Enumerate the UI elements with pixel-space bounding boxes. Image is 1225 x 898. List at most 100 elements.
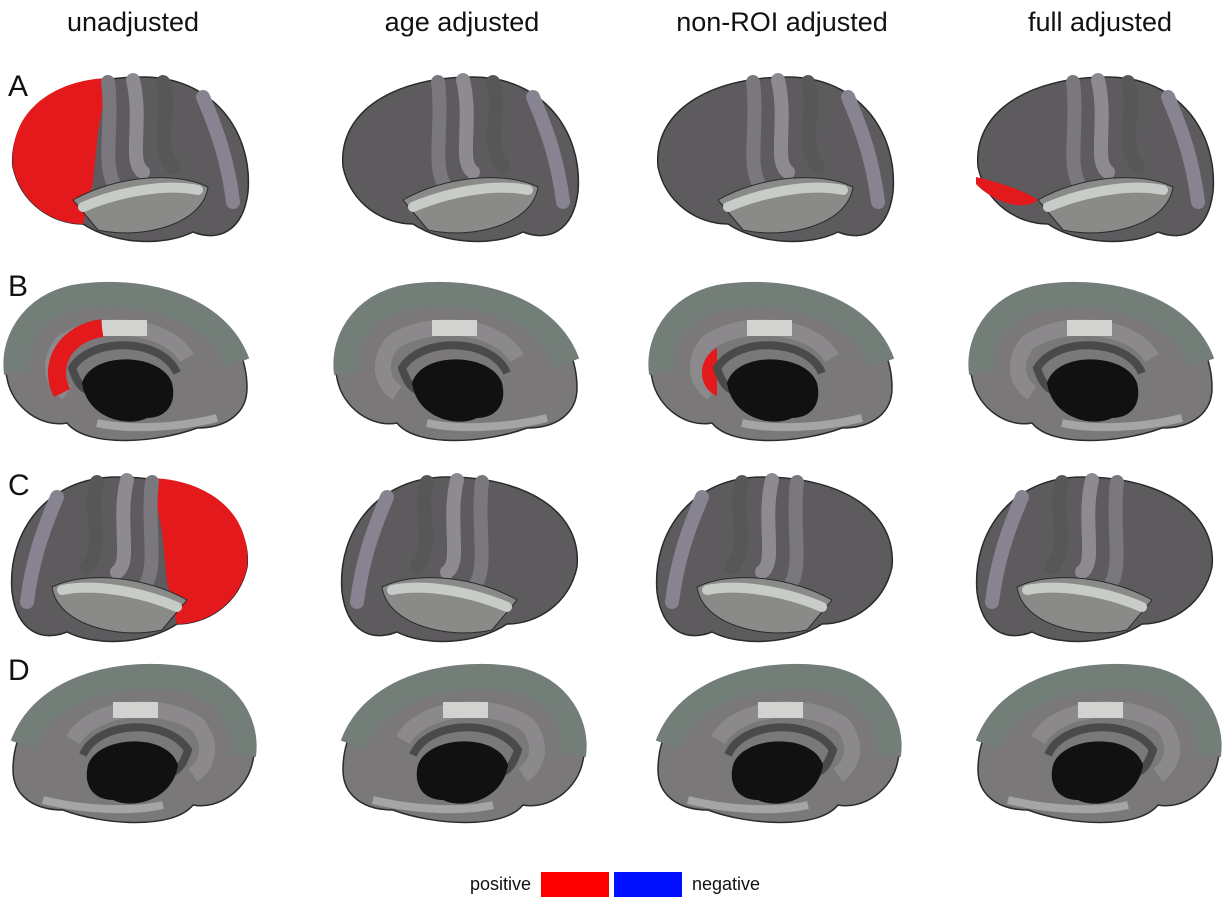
legend-negative-label: negative — [692, 874, 760, 894]
gyrus — [665, 490, 709, 609]
gyrus — [387, 582, 512, 612]
row-label: A — [8, 70, 28, 103]
gyrus — [10, 663, 257, 757]
brain-medial — [648, 281, 895, 442]
positive-region — [152, 478, 248, 624]
gyrus — [975, 663, 1222, 757]
row-label: D — [8, 654, 30, 687]
gyrus — [126, 73, 150, 179]
positive-region — [976, 177, 1038, 206]
cingulate — [1031, 701, 1180, 782]
gyrus — [20, 490, 64, 609]
gyrus — [456, 73, 480, 179]
gyrus — [1078, 702, 1123, 718]
gyrus — [340, 663, 587, 757]
gyrus — [985, 490, 1029, 609]
gyrus — [410, 475, 434, 574]
column-header: non-ROI adjusted — [676, 7, 888, 37]
corpus-callosum — [1032, 341, 1146, 394]
brain-medial — [333, 281, 580, 442]
positive-region — [48, 319, 104, 398]
cingulate — [396, 701, 545, 782]
gyrus — [841, 90, 885, 209]
gyrus — [755, 473, 779, 579]
gyrus — [1075, 473, 1099, 579]
gyrus — [1105, 475, 1124, 589]
gyrus — [1045, 475, 1069, 574]
gyrus — [1067, 320, 1112, 336]
gyrus — [426, 414, 548, 432]
medial-wall — [412, 359, 504, 422]
brain-lateral — [976, 73, 1215, 243]
positive-region — [12, 78, 109, 224]
gyrus — [101, 75, 120, 189]
medial-wall — [86, 741, 178, 804]
gyrus — [1043, 182, 1168, 212]
gyrus — [1091, 73, 1115, 179]
gyrus — [156, 75, 180, 174]
cingulate — [711, 701, 860, 782]
medial-wall — [731, 741, 823, 804]
gyrus — [1066, 75, 1085, 189]
corpus-callosum — [397, 341, 511, 394]
gyrus — [723, 182, 848, 212]
gyrus — [1007, 796, 1129, 814]
gyrus — [431, 75, 450, 189]
gyrus — [725, 475, 749, 574]
positive-region — [702, 348, 717, 396]
medial-wall — [1047, 359, 1139, 422]
gyrus — [3, 281, 250, 375]
corpus-callosum — [409, 723, 523, 776]
gyrus — [758, 702, 803, 718]
cingulate — [375, 319, 524, 400]
gyrus — [110, 473, 134, 579]
cingulate — [690, 319, 839, 400]
brain-medial — [975, 663, 1222, 824]
cingulate — [1010, 319, 1159, 400]
gyrus — [648, 281, 895, 375]
corpus-callosum — [79, 723, 193, 776]
gyrus — [443, 702, 488, 718]
gyrus — [1061, 414, 1183, 432]
gyrus — [80, 475, 104, 574]
gyrus — [746, 75, 765, 189]
brain-lateral — [12, 73, 250, 243]
gyrus — [408, 182, 533, 212]
brain-lateral — [342, 73, 580, 243]
corpus-callosum — [712, 341, 826, 394]
corpus-callosum — [1044, 723, 1158, 776]
brain-lateral — [10, 473, 248, 643]
column-header: unadjusted — [67, 7, 199, 37]
gyrus — [771, 73, 795, 179]
gyrus — [1161, 90, 1205, 209]
gyrus — [655, 663, 902, 757]
brain-medial — [655, 663, 902, 824]
corpus-callosum — [67, 341, 181, 394]
gyrus — [1121, 75, 1145, 174]
gyrus — [196, 90, 240, 209]
corpus-callosum — [724, 723, 838, 776]
gyrus — [432, 320, 477, 336]
gyrus — [486, 75, 510, 174]
gyrus — [526, 90, 570, 209]
gyrus — [470, 475, 489, 589]
gyrus — [741, 414, 863, 432]
medial-wall — [727, 359, 819, 422]
gyrus — [968, 281, 1215, 375]
gyrus — [1022, 582, 1147, 612]
cingulate — [66, 701, 215, 782]
row-label: C — [8, 469, 30, 502]
gyrus — [747, 320, 792, 336]
gyrus — [78, 182, 203, 212]
gyrus — [801, 75, 825, 174]
medial-wall — [82, 359, 174, 422]
gyrus — [440, 473, 464, 579]
gyrus — [113, 702, 158, 718]
gyrus — [96, 414, 218, 432]
medial-wall — [1051, 741, 1143, 804]
gyrus — [57, 582, 182, 612]
row-label: B — [8, 270, 28, 303]
brain-medial — [340, 663, 587, 824]
medial-wall — [416, 741, 508, 804]
